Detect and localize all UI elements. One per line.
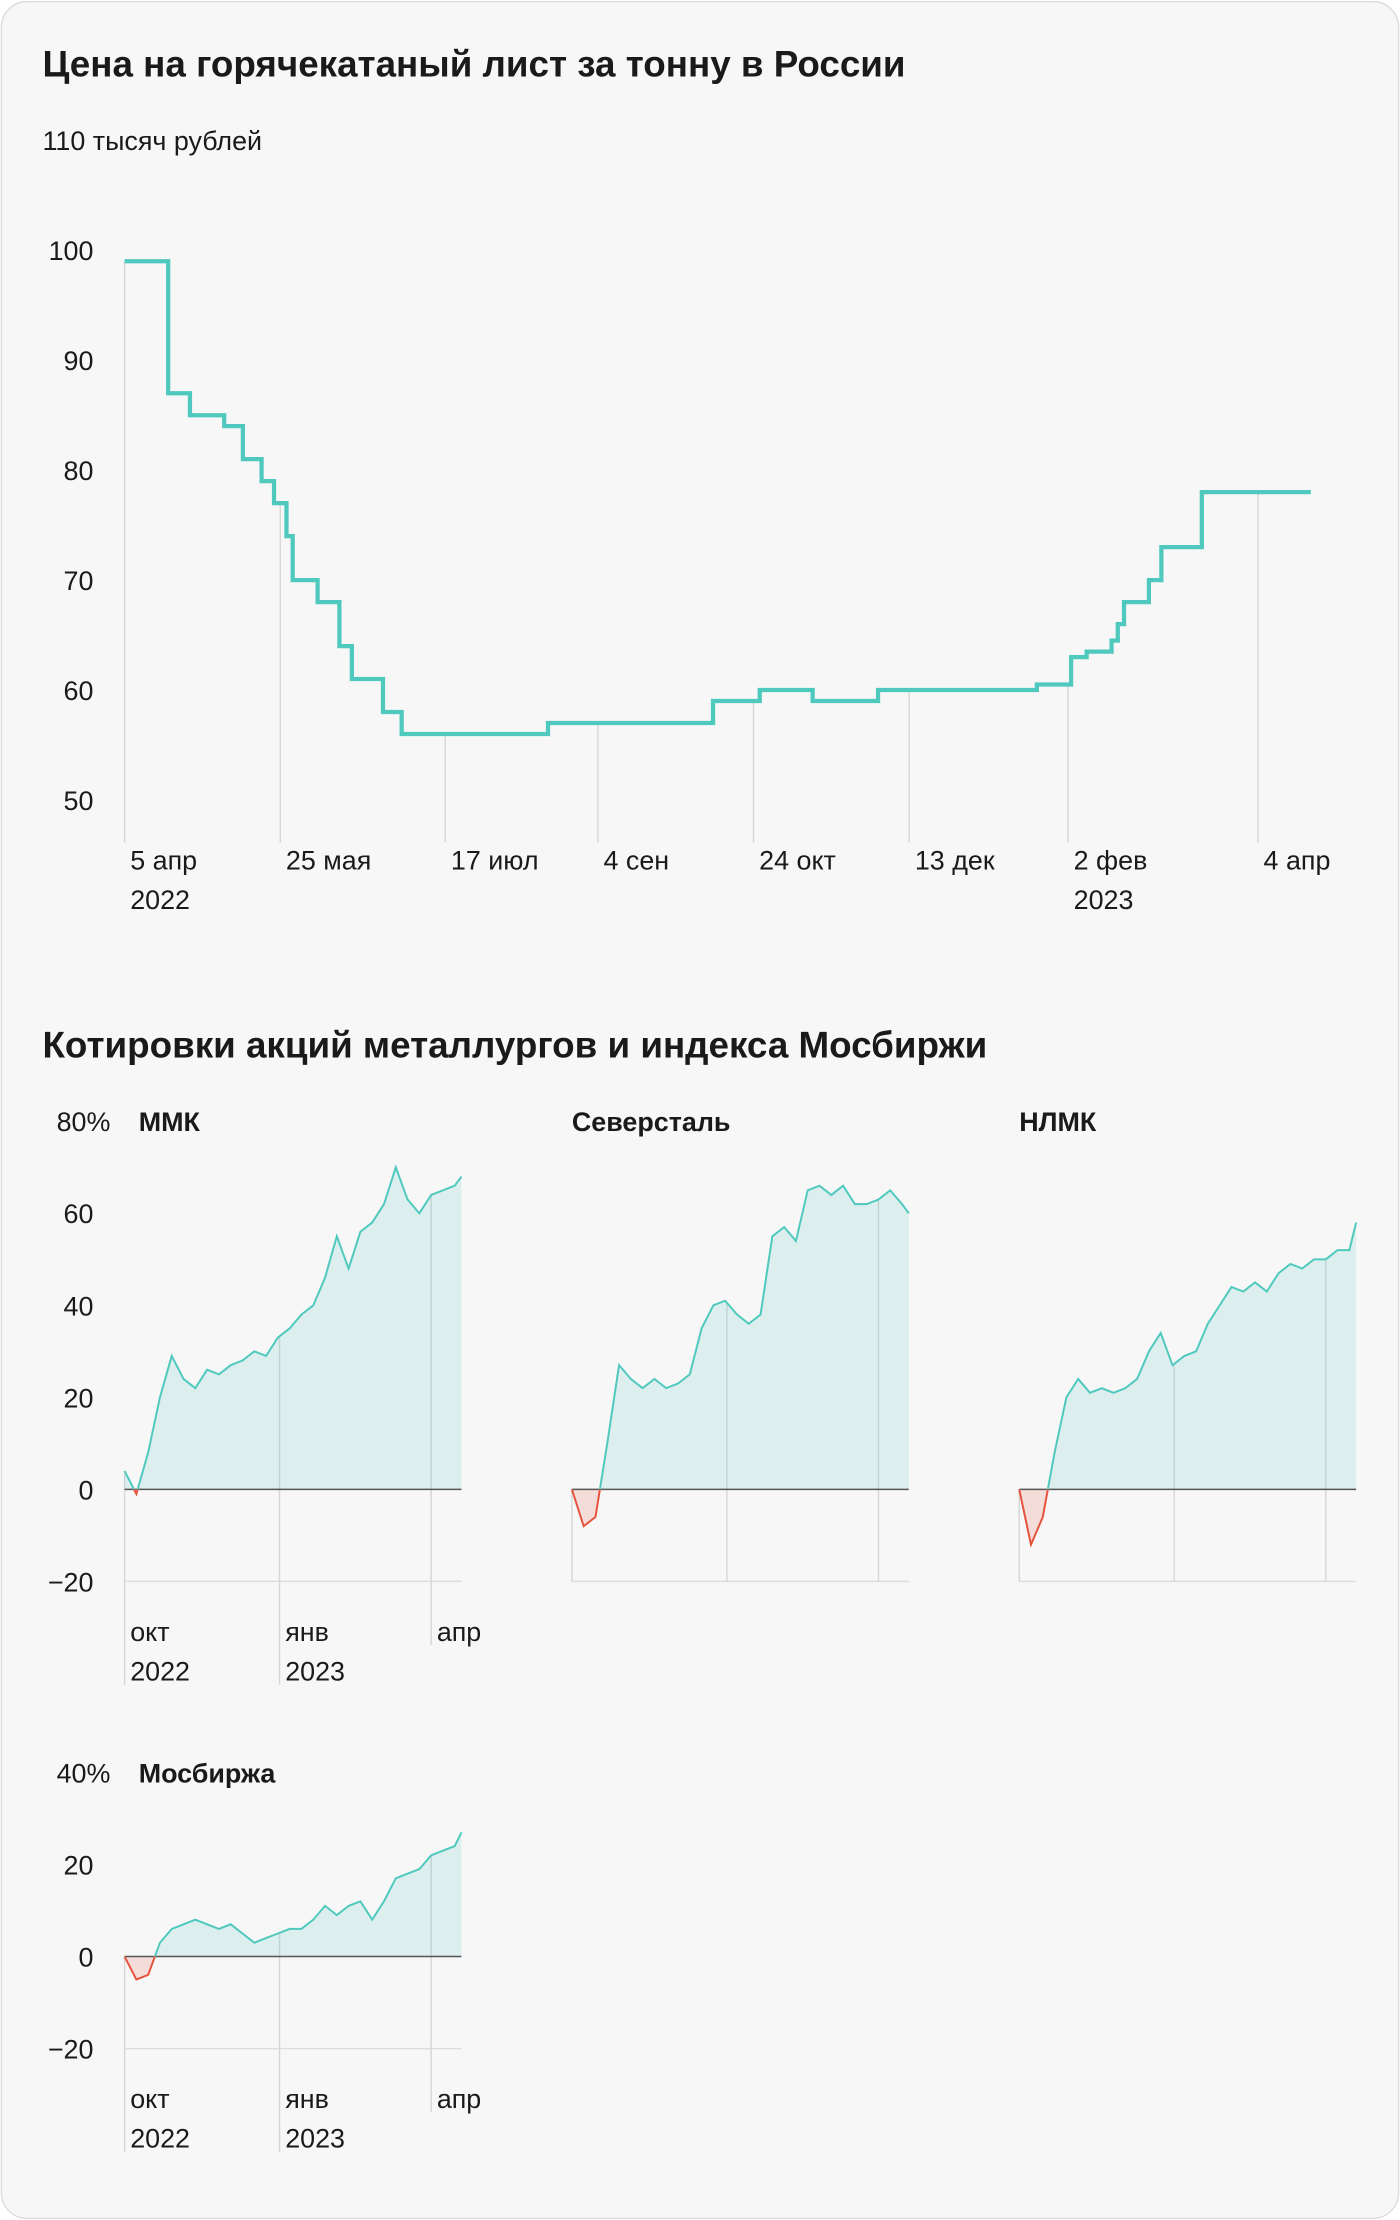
panel-title: Северсталь (572, 1107, 731, 1137)
x-tick-label: 4 сен (603, 845, 669, 875)
y-tick-label: −20 (48, 1567, 94, 1597)
panel-title: ММК (139, 1107, 201, 1137)
line-positive (124, 1831, 463, 1957)
section-title: Котировки акций металлургов и индекса Мо… (42, 1025, 987, 1066)
y-tick-label: 20 (64, 1383, 94, 1413)
y-tick-label: 20 (64, 1850, 94, 1880)
y-tick-label: 0 (78, 1475, 93, 1505)
y-tick-label: 40% (57, 1758, 111, 1788)
x-tick-label: апр (437, 1617, 481, 1647)
area-positive (124, 1167, 462, 1490)
y-tick-label: 100 (49, 236, 94, 266)
y-tick-label: 110 тысяч рублей (42, 126, 262, 156)
y-tick-label: 0 (78, 1942, 93, 1972)
area-positive (571, 1185, 909, 1490)
x-tick-label: окт 2022 (130, 2084, 190, 2154)
panel: Северсталь (570, 1107, 910, 1583)
x-tick-label: 4 апр (1264, 845, 1331, 875)
y-tick-label: −20 (48, 2034, 94, 2064)
panel-title: НЛМК (1019, 1107, 1097, 1137)
y-tick-label: 50 (64, 786, 94, 816)
x-tick-label: янв 2023 (285, 1617, 345, 1687)
y-tick-label: 80 (64, 456, 94, 486)
y-tick-label: 40 (64, 1291, 94, 1321)
x-tick-label: апр (437, 2084, 481, 2114)
y-tick-label: 60 (64, 676, 94, 706)
x-tick-label: янв 2023 (285, 2084, 345, 2154)
y-tick-label: 80% (57, 1107, 111, 1137)
x-tick-label: 13 дек (915, 845, 995, 875)
line-positive (123, 1164, 463, 1490)
area-positive (1019, 1222, 1357, 1490)
x-tick-label: 25 мая (286, 845, 371, 875)
panel-title: Мосбиржа (139, 1758, 277, 1788)
x-tick-label: 24 окт (759, 845, 836, 875)
panel: ММК 80% 60 40 20 0 −20 окт 2022 янв 2023 апр (48, 1107, 481, 1686)
x-tick-label: 17 июл (451, 845, 539, 875)
chart-title: Цена на горячекатаный лист за тонну в Ро… (42, 44, 905, 85)
line-positive (571, 1184, 910, 1490)
panel: Мосбиржа 40% 20 0 −20 окт 2022 янв 2023 апр (48, 1758, 481, 2153)
line-positive (1019, 1222, 1358, 1490)
y-tick-label: 90 (64, 346, 94, 376)
x-tick-label: окт 2022 (130, 1617, 190, 1687)
y-tick-label: 60 (64, 1199, 94, 1229)
y-tick-label: 70 (64, 566, 94, 596)
x-tick-label: 2 фев 2023 (1074, 845, 1148, 915)
panel: НЛМК (1018, 1107, 1358, 1583)
x-tick-label: 5 апр 2022 (130, 845, 197, 915)
price-line (124, 259, 1311, 737)
